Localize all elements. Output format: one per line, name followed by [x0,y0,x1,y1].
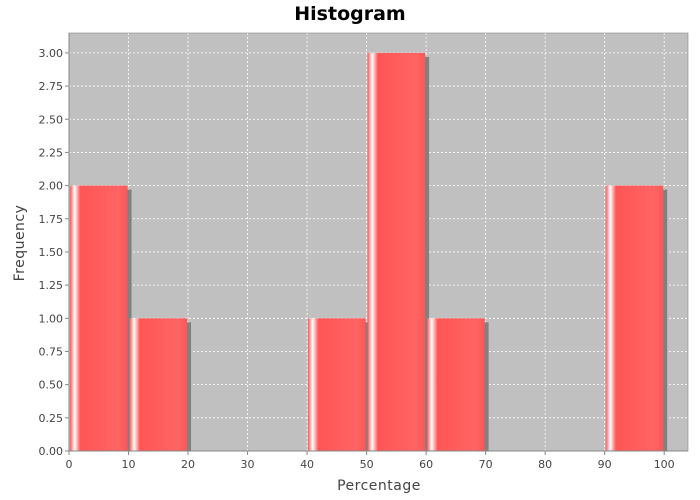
y-tick-label: 1.25 [39,279,64,292]
y-tick-label: 3.00 [39,47,64,60]
x-tick-label: 90 [598,458,612,471]
x-tick-label: 70 [479,458,493,471]
x-tick-label: 20 [181,458,195,471]
x-tick-label: 0 [66,458,73,471]
y-axis-label: Frequency [12,205,28,282]
x-tick-label: 40 [300,458,314,471]
histogram-bar [367,52,426,452]
x-tick-label: 50 [360,458,374,471]
y-tick-label: 2.50 [39,113,64,126]
plot-border [68,32,689,452]
y-tick-label: 0.50 [39,379,64,392]
x-tick-label: 30 [241,458,255,471]
y-tick-label: 0.25 [39,412,64,425]
y-tick-label: 2.00 [39,180,64,193]
chart-title: Histogram [294,3,405,25]
y-tick-label: 2.25 [39,146,64,159]
y-tick-label: 1.75 [39,213,64,226]
y-tick-label: 2.75 [39,80,64,93]
x-tick-label: 10 [122,458,136,471]
histogram-bar [605,185,664,451]
x-axis-label: Percentage [337,478,421,494]
x-tick-label: 60 [419,458,433,471]
histogram-bar [70,185,128,451]
histogram-bar [308,318,366,451]
plot-area: 0.00 0.25 0.50 0.75 1.00 1.25 1.50 1.75 2.00 2.25… [39,32,689,471]
y-tick-label: 1.00 [39,312,64,325]
y-tick-label: 1.50 [39,246,64,259]
x-tick-label: 80 [538,458,552,471]
histogram-bar [427,318,485,451]
y-tick-label: 0.00 [39,445,64,458]
histogram-bar [129,318,188,451]
y-tick-label: 0.75 [39,345,64,358]
x-tick-label: 100 [654,458,675,471]
